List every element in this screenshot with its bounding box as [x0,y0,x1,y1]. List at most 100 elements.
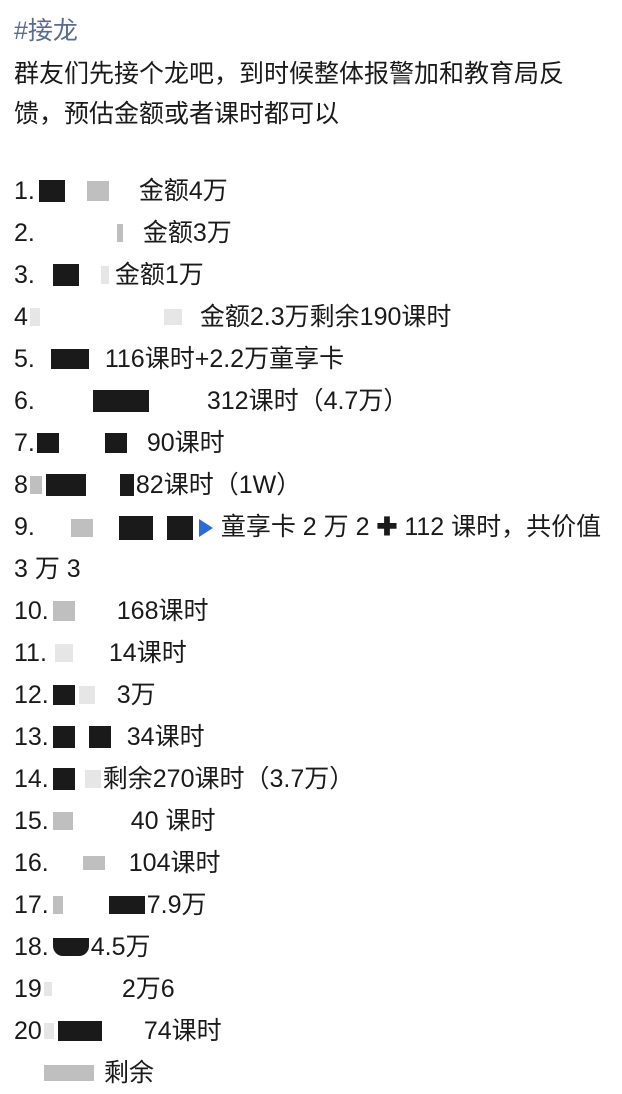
redacted-name [30,308,40,326]
list-item: 7. 90课时 [14,422,608,464]
redacted-name [37,433,59,453]
entry-number: 19 [14,968,42,1010]
redacted-name [53,768,75,790]
redacted-name [51,349,89,369]
entry-number: 8 [14,464,28,506]
entry-number: 2. [14,212,35,254]
redacted-name [58,1021,102,1041]
entry-number: 15. [14,800,49,842]
redacted-name [83,856,105,870]
entry-tail: 金额3万 [143,212,232,254]
redacted-name [44,1065,94,1081]
list-item: 14. 剩余270课时（3.7万） [14,758,608,800]
list-item: 20 74课时 [14,1010,608,1052]
entry-number: 4 [14,296,28,338]
redacted-name [53,726,75,748]
list-item: 15. 40 课时 [14,800,608,842]
entry-number: 1. [14,170,35,212]
list-item: 10. 168课时 [14,590,608,632]
entry-tail: 2万6 [122,968,175,1010]
redacted-name [44,1023,54,1039]
entry-tail: 34课时 [127,716,205,758]
list-item: 18.4.5万 [14,926,608,968]
redacted-name [167,516,193,540]
redacted-name [44,982,52,996]
entry-tail: 14课时 [109,632,187,674]
list-item: 4 金额2.3万剩余190课时 [14,296,608,338]
redacted-name [79,686,95,704]
redacted-name [87,181,109,201]
entry-number: 3. [14,254,35,296]
redacted-name [105,433,127,453]
redacted-name [53,601,75,621]
entry-tail: 3万 [117,674,156,716]
redacted-name [85,770,101,788]
entry-tail: 金额4万 [139,170,228,212]
entry-number: 7. [14,422,35,464]
redacted-name [53,685,75,705]
entry-number: 11. [14,632,47,674]
redacted-name [30,476,42,494]
entry-tail: 7.9万 [147,884,207,926]
redacted-name [119,516,153,540]
entry-number: 6. [14,380,35,422]
jielong-list: 1. 金额4万 2. 金额3万 3. 金额1万 4 金额2.3万剩余190课时 5. 116课时+… [14,170,608,1052]
entry-number: 9. [14,513,35,541]
entry-tail: 剩余 [104,1052,154,1094]
list-item: 9.童享卡 2 万 2 ✚ 112 课时，共价值 3 万 3 [14,506,608,590]
redacted-name [53,938,89,956]
redacted-name [101,266,109,284]
entry-tail: 童享卡 2 万 2 ✚ 112 课时，共价值 3 万 3 [14,513,601,583]
list-item: 2. 金额3万 [14,212,608,254]
entry-number: 17. [14,884,49,926]
list-item: 3. 金额1万 [14,254,608,296]
entry-number: 18. [14,926,49,968]
entry-number: 16. [14,842,49,884]
entry-tail: 金额2.3万剩余190课时 [200,296,451,338]
entry-tail: 104课时 [129,842,221,884]
redacted-name [93,390,149,412]
list-item-cutoff: 剩余 [14,1052,608,1094]
list-item: 1. 金额4万 [14,170,608,212]
redacted-name [53,812,73,830]
hashtag-link[interactable]: #接龙 [14,10,608,52]
redacted-name [117,224,123,242]
entry-number: 20 [14,1010,42,1052]
redacted-name [39,180,65,202]
chat-message: #接龙 群友们先接个龙吧，到时候整体报警加和教育局反馈，预估金额或者课时都可以 … [0,0,622,1094]
list-item: 17. 7.9万 [14,884,608,926]
entry-tail: 116课时+2.2万童享卡 [105,338,344,380]
redacted-name [109,896,145,914]
entry-tail: 82课时（1W） [136,464,301,506]
list-item: 16. 104课时 [14,842,608,884]
entry-tail: 90课时 [147,422,225,464]
redacted-name [71,519,93,537]
list-item: 6. 312课时（4.7万） [14,380,608,422]
message-header-text: 群友们先接个龙吧，到时候整体报警加和教育局反馈，预估金额或者课时都可以 [14,54,608,134]
redacted-name [55,644,73,662]
entry-tail: 74课时 [144,1010,222,1052]
entry-number: 13. [14,716,49,758]
list-item: 11. 14课时 [14,632,608,674]
entry-tail: 168课时 [117,590,209,632]
entry-tail: 金额1万 [115,254,204,296]
redacted-name [120,474,134,496]
list-item: 8 82课时（1W） [14,464,608,506]
redacted-name [164,309,182,325]
entry-number: 14. [14,758,49,800]
entry-tail: 剩余270课时（3.7万） [103,758,354,800]
entry-tail: 312课时（4.7万） [207,380,408,422]
list-item: 13. 34课时 [14,716,608,758]
list-item: 5. 116课时+2.2万童享卡 [14,338,608,380]
redacted-name [46,474,86,496]
list-item: 19 2万6 [14,968,608,1010]
redacted-name [53,896,63,914]
entry-number: 5. [14,338,35,380]
list-item: 12. 3万 [14,674,608,716]
entry-number: 12. [14,674,49,716]
entry-number: 10. [14,590,49,632]
redacted-name [53,264,79,286]
blue-triangle-icon [199,519,213,537]
entry-tail: 40 课时 [131,800,216,842]
redacted-name [89,726,111,748]
